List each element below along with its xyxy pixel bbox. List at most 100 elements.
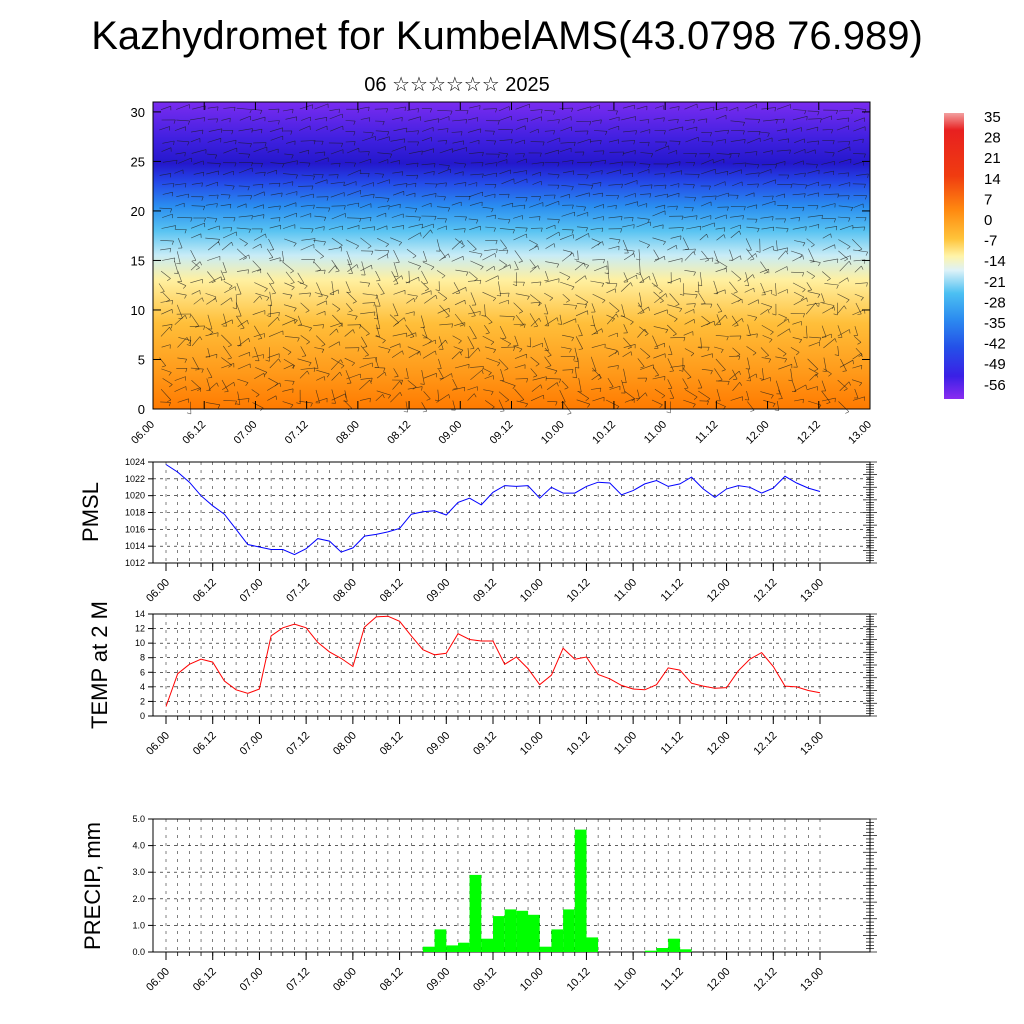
wind-barb-flag — [474, 393, 477, 398]
wind-barb — [252, 310, 265, 315]
wind-barb-flag — [832, 152, 835, 157]
colorbar-label: 21 — [984, 150, 1001, 167]
wind-barb-flag — [234, 286, 237, 291]
wind-barb-flag — [573, 142, 576, 147]
wind-barb — [175, 202, 185, 207]
wind-barb-flag — [561, 401, 566, 403]
wind-barb — [284, 336, 300, 339]
wind-barb — [451, 131, 463, 133]
wind-barb — [223, 400, 237, 402]
wind-barb — [716, 153, 732, 155]
wind-barb — [393, 290, 406, 295]
wind-barb-flag — [852, 360, 854, 365]
wind-barb-flag — [802, 272, 805, 277]
wind-barb — [375, 196, 390, 199]
wind-barb-flag — [693, 396, 698, 400]
wind-barb — [189, 325, 205, 327]
wind-barb-flag — [755, 253, 758, 258]
wind-barb-flag — [234, 162, 237, 167]
wind-barb-flag — [744, 139, 746, 144]
wind-barb — [576, 399, 590, 405]
wind-barb — [515, 314, 524, 325]
wind-barb-flag — [428, 340, 432, 344]
wind-barb-flag — [309, 327, 312, 332]
wind-barb — [563, 303, 577, 306]
wind-barb — [547, 401, 558, 403]
wind-barb — [836, 125, 849, 131]
wind-barb-flag — [234, 400, 237, 405]
wind-barb — [207, 118, 218, 120]
wind-barb-flag — [828, 373, 832, 377]
wind-barb — [514, 178, 528, 185]
wind-barb-flag — [232, 185, 235, 190]
y-tick-label: 1012 — [125, 558, 145, 568]
wind-barb — [562, 401, 572, 414]
wind-barb — [374, 108, 388, 110]
wind-barb — [470, 260, 484, 267]
wind-barb — [624, 201, 638, 206]
wind-barb — [191, 260, 200, 268]
wind-barb — [853, 249, 868, 253]
wind-barb-flag — [677, 119, 679, 124]
wind-barb — [744, 118, 760, 120]
wind-barb — [174, 169, 184, 174]
wind-barb-flag — [802, 399, 804, 404]
wind-barb-flag — [369, 117, 371, 122]
wind-barb — [729, 249, 734, 261]
precip-bar — [668, 938, 680, 952]
wind-barb — [406, 192, 416, 196]
wind-barb-flag — [795, 352, 800, 356]
wind-barb — [531, 162, 544, 165]
wind-barb — [746, 163, 760, 165]
wind-barb — [468, 271, 478, 280]
wind-barb — [670, 183, 680, 187]
wind-barb — [301, 174, 315, 177]
wind-barb-flag — [830, 233, 832, 238]
wind-barb — [332, 314, 343, 326]
wind-barb-flag — [817, 111, 820, 116]
wind-barb-flag — [420, 383, 425, 385]
wind-barb — [607, 272, 610, 284]
wind-barb — [608, 125, 619, 130]
wind-barb-flag — [538, 303, 542, 306]
wind-barb — [638, 240, 650, 246]
wind-barb-flag — [740, 255, 742, 260]
y-tick-label: 1020 — [125, 491, 145, 501]
wind-barb-flag — [540, 384, 543, 389]
wind-barb-flag — [845, 411, 850, 414]
wind-barb-flag — [322, 324, 324, 329]
wind-barb-flag — [171, 324, 173, 329]
wind-barb — [608, 350, 619, 358]
wind-barb-flag — [367, 173, 370, 178]
wind-barb-flag — [508, 219, 511, 224]
wind-barb — [236, 107, 252, 110]
wind-barb — [284, 282, 295, 288]
wind-barb-flag — [218, 163, 221, 168]
wind-barb — [791, 250, 803, 255]
wind-barb-flag — [826, 402, 831, 404]
wind-barb — [790, 368, 793, 381]
wind-barb-flag — [505, 399, 509, 403]
wind-barb — [269, 358, 279, 369]
wind-barb — [684, 251, 694, 261]
wind-barb-flag — [571, 108, 573, 112]
wind-barb — [467, 279, 481, 282]
wind-barb — [636, 392, 646, 402]
wind-barb-flag — [860, 297, 864, 301]
wind-barb — [439, 304, 450, 317]
wind-barb-flag — [818, 302, 820, 308]
x-tick-label: 06.00 — [144, 966, 172, 994]
wind-barb-flag — [234, 107, 236, 112]
x-tick-label: 08.12 — [378, 966, 406, 994]
wind-barb — [715, 335, 729, 337]
wind-barb-flag — [439, 377, 444, 380]
wind-barb — [407, 108, 419, 111]
wind-barb-flag — [847, 195, 850, 200]
wind-barb-flag — [495, 240, 498, 245]
y-tick-label: 12 — [135, 624, 145, 634]
wind-barb — [436, 239, 441, 252]
wind-barb-flag — [216, 118, 219, 123]
wind-barb — [452, 378, 458, 389]
wind-barb-flag — [648, 306, 650, 311]
wind-barb — [529, 265, 539, 273]
